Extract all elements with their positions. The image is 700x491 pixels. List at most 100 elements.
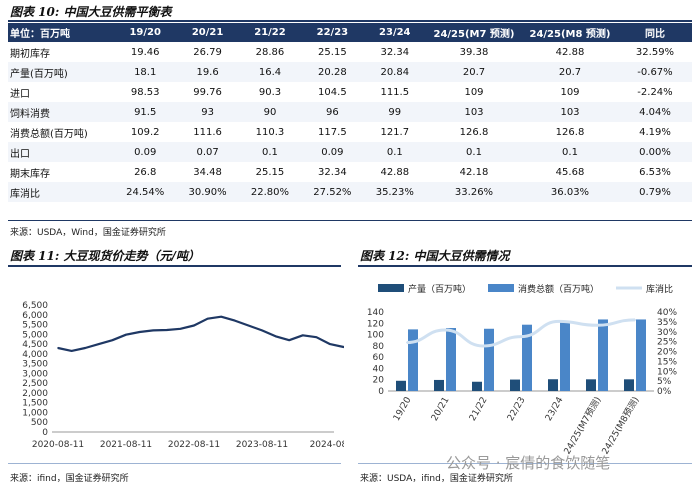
spot-price-line-chart: 05001,0001,5002,0002,5003,0003,5004,0004…: [22, 301, 344, 450]
table-row: 进口 98.53 99.76 90.3 104.5 111.5 109 109 -2.24%: [8, 82, 692, 102]
table-cell: 25.15: [255, 166, 285, 178]
table-bottom-rule: [8, 220, 692, 221]
price-point: [342, 346, 344, 348]
table-cell: 90: [238, 102, 302, 122]
table-cell: 30.90%: [176, 182, 239, 202]
x-tick-label: 2022-08-11: [168, 440, 220, 450]
y-tick-label: 6,500: [22, 301, 48, 311]
y2-tick-label: 40%: [657, 308, 677, 318]
y2-tick-label: 0%: [657, 387, 672, 397]
table-cell: 99.76: [193, 86, 222, 98]
x-tick-label: 2020-08-11: [32, 440, 84, 450]
watermark: 公众号 · 宸倩的食饮随笔: [446, 454, 611, 472]
price-point: [125, 333, 127, 336]
consumption-bar: [484, 328, 494, 391]
price-point: [329, 343, 331, 345]
table-cell: 91.5: [114, 102, 177, 122]
price-point: [84, 347, 86, 349]
y-tick-label: 4,500: [22, 340, 48, 350]
production-bar: [586, 379, 596, 391]
table-cell: 45.68: [555, 166, 585, 178]
table-cell: 33.26%: [426, 182, 522, 202]
y-tick-label: 3,000: [22, 369, 48, 379]
table-cell: 26.8: [134, 166, 157, 178]
price-point: [288, 339, 291, 341]
x-tick-label: 2021-08-11: [100, 440, 152, 450]
legend-label: 产量（百万吨）: [408, 283, 471, 295]
consumption-bar: [598, 319, 608, 391]
y-tick-label: 5,000: [22, 330, 48, 340]
table-cell: 126.8: [555, 126, 585, 138]
chart11-source: 来源：ifind，国金证券研究所: [10, 474, 129, 484]
price-point: [166, 329, 168, 331]
price-point: [220, 315, 222, 318]
price-point: [261, 329, 263, 332]
y2-tick-label: 30%: [657, 328, 677, 338]
stock-ratio-point: [444, 328, 446, 331]
legend-swatch: [378, 284, 404, 292]
row-label: 期初库存: [10, 48, 50, 60]
table-header-cell: 同比: [618, 23, 692, 42]
table-cell: 111.6: [193, 126, 222, 138]
table-header-cell: 19/20: [114, 23, 177, 42]
table-cell: 39.38: [459, 46, 489, 58]
y-tick-label: 4,000: [22, 350, 48, 360]
table-cell: 96: [301, 102, 364, 122]
table-cell: 121.7: [380, 126, 410, 138]
production-bar: [434, 379, 444, 391]
supply-demand-table: 单位：百万吨 19/20 20/21 21/22 22/23 23/24 24/…: [8, 23, 692, 202]
table-cell: 22.80%: [238, 182, 302, 202]
table-cell: 28.86: [255, 46, 285, 58]
category-label: 21/22: [468, 396, 490, 423]
table-header-cell: 24/25(M8 预测): [522, 23, 618, 42]
table-cell: 0.09: [301, 142, 364, 162]
legend-label: 消费总额（百万吨）: [518, 283, 599, 295]
y-tick-label: 40: [373, 364, 385, 374]
table-cell: 18.1: [114, 62, 177, 82]
production-bar: [510, 379, 520, 391]
table-header-cell: 单位：百万吨: [8, 23, 114, 42]
table-cell: 24.54%: [114, 182, 177, 202]
table-cell: 42.18: [459, 166, 489, 178]
table-cell: 4.04%: [618, 102, 692, 122]
y2-tick-label: 10%: [657, 367, 677, 377]
row-label: 消费总额(百万吨): [10, 128, 88, 140]
y2-tick-label: 20%: [657, 348, 677, 358]
price-point: [274, 335, 277, 338]
table-cell: 98.53: [130, 86, 160, 98]
table-row: 消费总额(百万吨) 109.2 111.6 110.3 117.5 121.7 126.8 1…: [8, 122, 692, 142]
table-cell: 32.34: [380, 46, 410, 58]
stock-ratio-point: [520, 335, 522, 338]
y-tick-label: 1,000: [22, 408, 48, 418]
production-bar: [472, 381, 482, 391]
table-cell: 25.15: [318, 46, 347, 58]
table-cell: 0.1: [238, 142, 302, 162]
table-header-row: 单位：百万吨 19/20 20/21 21/22 22/23 23/24 24/…: [8, 23, 692, 42]
table-row: 期初库存 19.46 26.79 28.86 25.15 32.34 39.38 42.88 3…: [8, 42, 692, 62]
chart11-bottom-rule: [8, 463, 341, 464]
table-cell: 6.53%: [639, 166, 671, 178]
stock-ratio-point: [558, 320, 560, 323]
price-point: [152, 329, 154, 332]
y-tick-label: 0: [378, 387, 384, 397]
table-cell: 109: [464, 86, 484, 98]
legend-label: 库消比: [646, 283, 673, 295]
category-label: 20/21: [430, 396, 452, 423]
y-tick-label: 3,500: [22, 360, 48, 370]
table-cell: 26.79: [193, 46, 222, 58]
y-tick-label: 5,500: [22, 321, 48, 331]
table-header-cell: 21/22: [238, 23, 302, 42]
table-cell: 109.2: [130, 126, 160, 138]
y-tick-label: 500: [31, 418, 48, 428]
consumption-bar: [408, 329, 418, 391]
row-label: 库消比: [8, 182, 114, 202]
category-label: 23/24: [544, 395, 566, 423]
y-tick-label: 20: [373, 376, 385, 386]
price-point: [111, 339, 114, 341]
table-cell: 36.03%: [522, 182, 618, 202]
production-bar: [548, 379, 558, 391]
price-point: [247, 324, 250, 327]
price-point: [193, 324, 195, 327]
chart12-title: 图表 12: 中国大豆供需情况: [360, 249, 510, 263]
